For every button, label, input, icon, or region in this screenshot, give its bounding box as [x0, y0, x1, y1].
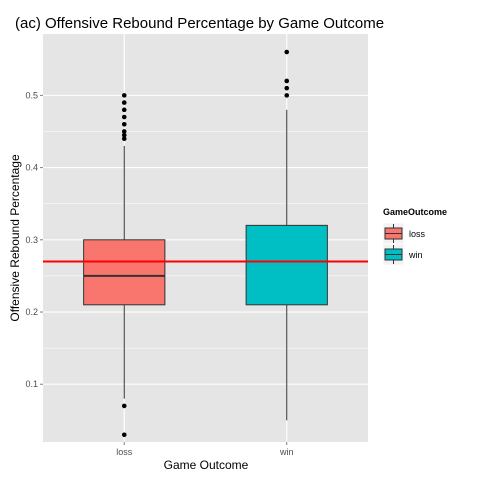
- box-series: [83, 49, 328, 438]
- box-body: [245, 224, 328, 306]
- chart-title: (ac) Offensive Rebound Percentage by Gam…: [15, 15, 384, 32]
- box-body: [83, 239, 166, 306]
- outlier-point: [121, 129, 127, 134]
- x-tick-label: loss: [116, 447, 133, 457]
- legend: GameOutcome loss win: [382, 207, 447, 266]
- y-tick-label: 0.1: [25, 379, 38, 389]
- box-win: [245, 49, 328, 421]
- outlier-point: [121, 403, 127, 409]
- outlier-point: [121, 432, 127, 438]
- x-axis-title: Game Outcome: [164, 458, 249, 472]
- outlier-point: [284, 93, 290, 98]
- legend-label: loss: [409, 229, 426, 239]
- y-axis-title: Offensive Rebound Percentage: [8, 154, 22, 322]
- outlier-point: [121, 136, 127, 142]
- y-tick-label: 0.4: [25, 163, 38, 173]
- y-tick-label: 0.2: [25, 307, 38, 317]
- outlier-point: [284, 85, 290, 91]
- outlier-point: [121, 100, 127, 105]
- outlier-point: [121, 93, 127, 98]
- outlier-point: [121, 132, 127, 138]
- outlier-point: [284, 78, 290, 84]
- outlier-point: [284, 49, 290, 55]
- outlier-point: [121, 121, 127, 127]
- x-axis-ticks: loss win: [116, 442, 294, 457]
- legend-label: win: [408, 250, 423, 260]
- y-axis-ticks: 0.1 0.2 0.3 0.4 0.5: [25, 90, 43, 389]
- y-tick-label: 0.3: [25, 235, 38, 245]
- x-tick-label: win: [279, 447, 294, 457]
- legend-key-loss: loss: [382, 222, 426, 245]
- legend-key-win: win: [382, 243, 423, 266]
- legend-title: GameOutcome: [383, 207, 447, 217]
- outlier-point: [121, 107, 127, 113]
- box-loss: [83, 93, 166, 438]
- outlier-point: [121, 114, 127, 120]
- y-tick-label: 0.5: [25, 90, 38, 100]
